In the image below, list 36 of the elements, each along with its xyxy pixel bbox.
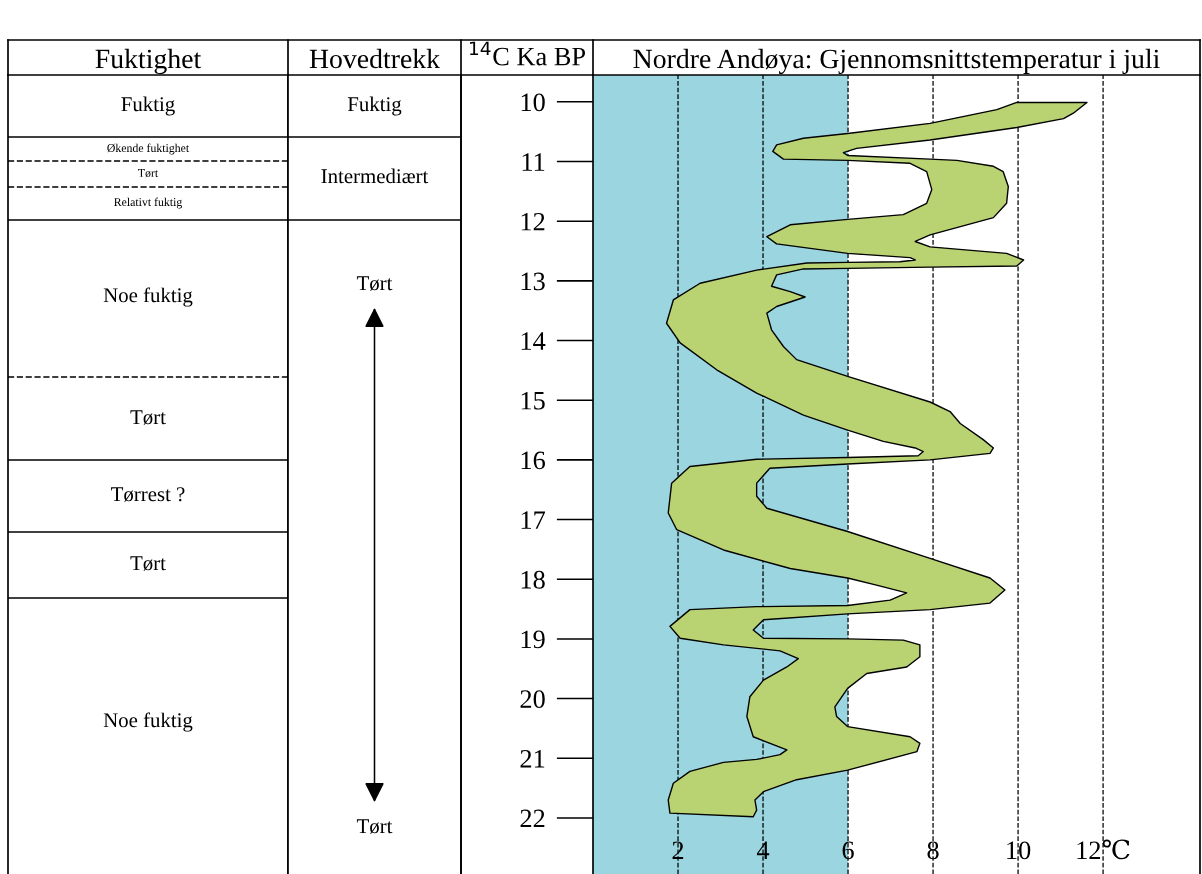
text: Intermediært <box>321 168 429 184</box>
text: Tørt <box>356 819 393 834</box>
x-tick-label: 4 <box>756 841 770 859</box>
text: Økende fuktighet <box>107 143 190 155</box>
y-axis-title: $^{14}$C Ka BP <box>470 41 586 66</box>
text: Tørt <box>130 556 166 571</box>
y-tick-label: 17 <box>521 511 546 529</box>
x-tick-label: 2 <box>672 841 684 859</box>
x-tick-label: 8 <box>927 841 939 860</box>
y-tick-label: 19 <box>521 630 545 649</box>
text: Fuktighet <box>95 48 202 75</box>
y-tick-label: 10 <box>521 93 545 112</box>
text: Hovedtrekk <box>309 48 441 69</box>
text: Tørrest ? <box>111 487 185 502</box>
y-tick-label: 16 <box>521 451 545 470</box>
text: Fuktig <box>347 96 402 116</box>
y-tick-label: 12 <box>521 212 545 231</box>
text: Relativt fuktig <box>114 197 183 209</box>
y-tick-label: 14 <box>521 332 546 350</box>
y-tick-label: 11 <box>522 153 545 171</box>
y-tick-label: 20 <box>520 690 545 708</box>
x-tick-label: 10 <box>1007 841 1031 860</box>
text: Noe fuktig <box>103 287 193 307</box>
text: Fuktig <box>121 96 175 116</box>
x-tick-label: 6 <box>842 841 854 860</box>
y-tick-label: 18 <box>521 570 545 589</box>
text: Tørt <box>130 410 166 425</box>
text: Tørt <box>356 276 393 291</box>
y-tick-label: 21 <box>520 749 545 768</box>
text: Noe fuktig <box>103 712 193 732</box>
text: Tørt <box>138 169 159 178</box>
x-tick-label: 12℃ <box>1077 839 1130 860</box>
chart-title: Nordre Andøya: Gjennomsnittstemperatur i juli <box>633 48 1160 75</box>
y-tick-label: 15 <box>521 391 545 410</box>
y-tick-label: 22 <box>520 809 545 828</box>
y-tick-label: 13 <box>521 272 545 291</box>
